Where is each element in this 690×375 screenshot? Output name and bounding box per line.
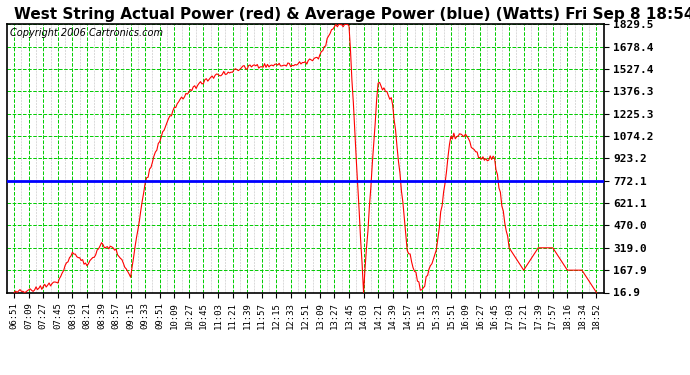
Text: West String Actual Power (red) & Average Power (blue) (Watts) Fri Sep 8 18:54: West String Actual Power (red) & Average… bbox=[14, 8, 690, 22]
Text: Copyright 2006 Cartronics.com: Copyright 2006 Cartronics.com bbox=[10, 28, 163, 38]
